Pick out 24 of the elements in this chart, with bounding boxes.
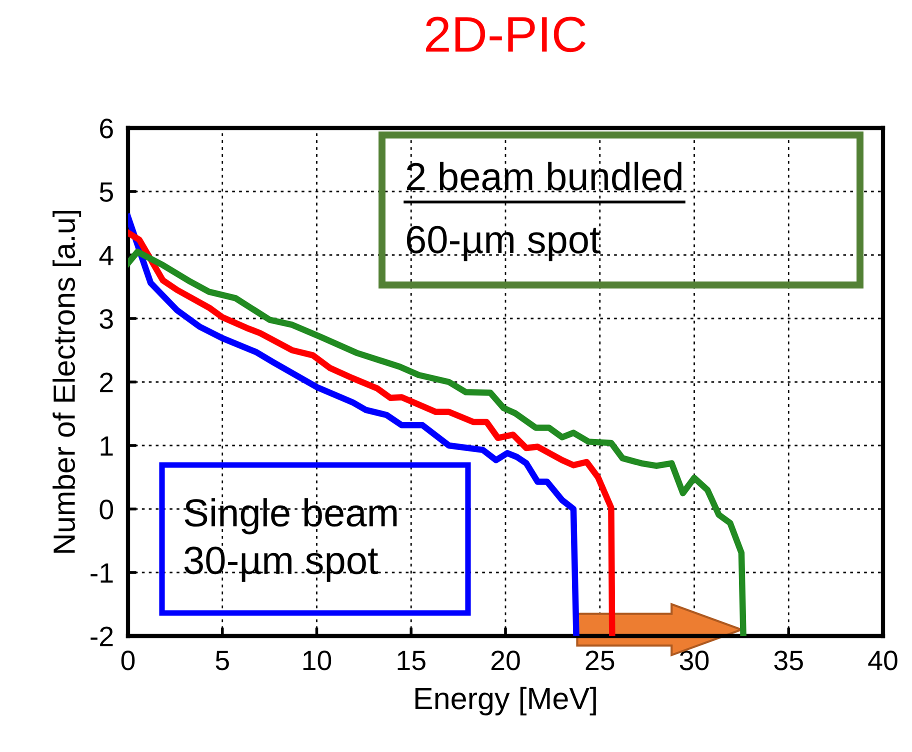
y-tick-label: -2 (90, 626, 113, 646)
x-tick-label: 30 (680, 650, 709, 670)
y-tick-label: 6 (100, 118, 113, 138)
x-axis-title: Energy [MeV] (415, 686, 596, 716)
annotation: Single beam 30-µm spot (184, 498, 397, 582)
x-tick-label: 25 (586, 650, 614, 670)
y-tick-label: -1 (90, 563, 113, 583)
y-tick-label: 0 (100, 500, 114, 520)
y-tick-label: 3 (100, 309, 113, 329)
chart-title: 2D-PIC (426, 16, 586, 52)
x-tick-label: 35 (774, 650, 803, 670)
x-tick-label: 0 (121, 650, 135, 670)
y-tick-label: 4 (99, 246, 114, 266)
y-tick-label: 1 (100, 436, 113, 456)
annotation: 60-µm spot (406, 226, 600, 262)
y-axis-title: Number of Electrons [a.u] (52, 210, 82, 553)
x-tick-label: 15 (398, 650, 426, 670)
x-tick-label: 10 (303, 650, 332, 670)
x-tick-label: 20 (491, 650, 520, 670)
annotation: 2 beam bundled (406, 162, 682, 190)
y-tick-label: 5 (100, 182, 113, 202)
y-tick-label: 2 (100, 372, 113, 392)
x-tick-label: 5 (216, 650, 229, 670)
x-tick-label: 40 (868, 650, 898, 670)
